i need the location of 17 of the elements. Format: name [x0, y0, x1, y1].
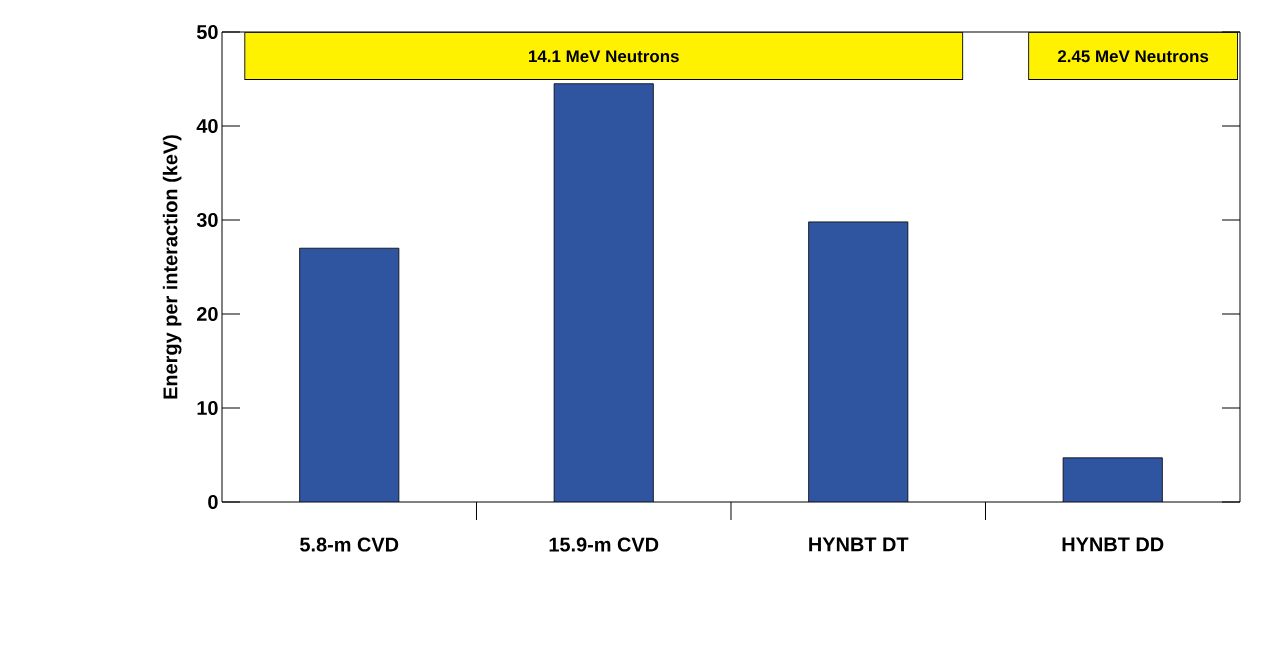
y-tick-label: 10: [197, 400, 218, 416]
annotation: 14.1 MeV Neutrons: [529, 50, 679, 63]
x-tick-label: 15.9-m CVD: [549, 537, 659, 552]
y-tick-label: 50: [196, 24, 218, 40]
y-axis-title: Energy per interaction (keV): [162, 135, 182, 399]
annotation: 2.45 MeV Neutrons: [1057, 50, 1209, 63]
y-tick-label: 20: [197, 306, 218, 322]
y-tick-label: 30: [196, 212, 218, 228]
y-tick-label: 40: [196, 118, 218, 134]
x-tick-label: HYNBT DT: [809, 537, 909, 552]
bar: [553, 83, 654, 502]
y-tick-label: 0: [208, 494, 218, 510]
bar: [1062, 457, 1163, 502]
x-tick-label: HYNBT DD: [1062, 537, 1164, 552]
bar: [808, 221, 909, 502]
bar: [299, 247, 400, 502]
x-tick-label: 5.8-m CVD: [300, 537, 399, 552]
